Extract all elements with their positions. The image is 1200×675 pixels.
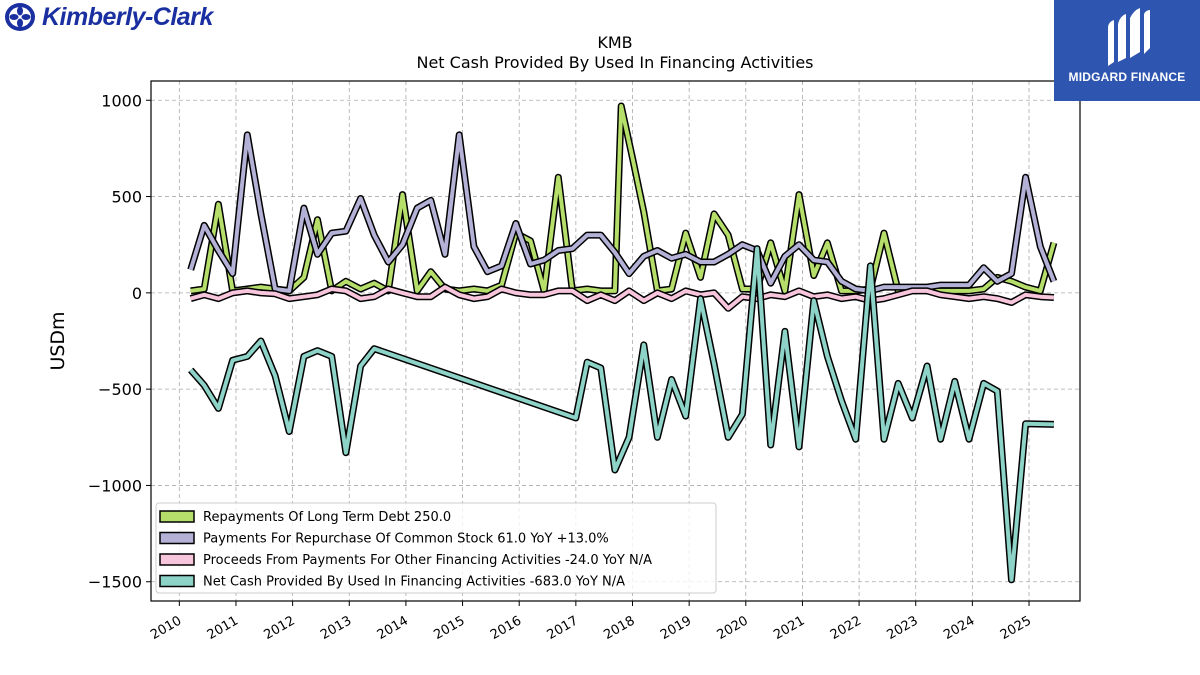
x-tick-label: 2012 — [261, 613, 297, 643]
y-axis-label: USDm — [47, 311, 69, 370]
chart-title: KMB — [597, 33, 632, 52]
x-tick-label: 2020 — [715, 613, 751, 643]
x-tick-label: 2019 — [658, 613, 694, 643]
kimberly-clark-wordmark: Kimberly-Clark — [42, 2, 213, 31]
legend-label: Net Cash Provided By Used In Financing A… — [203, 575, 625, 590]
series-stroke — [190, 285, 1055, 311]
x-tick-label: 2017 — [545, 613, 581, 643]
series-line-3 — [189, 283, 1055, 312]
legend-swatch — [159, 531, 195, 545]
y-tick-label: −1000 — [88, 476, 142, 495]
x-tick-label: 2013 — [318, 613, 354, 643]
x-tick-label: 2018 — [601, 613, 637, 643]
midgard-finance-wordmark: MIDGARD FINANCE — [1068, 70, 1186, 84]
chart-subtitle: Net Cash Provided By Used In Financing A… — [416, 53, 813, 72]
x-tick-label: 2016 — [488, 613, 524, 643]
legend-swatch — [159, 574, 195, 588]
kimberly-clark-emblem-icon — [5, 3, 35, 31]
legend-box — [155, 502, 717, 594]
legend-swatch — [159, 553, 195, 566]
y-tick-label: −1500 — [88, 573, 142, 592]
x-tick-label: 2011 — [205, 613, 241, 643]
series-stroke — [188, 132, 1056, 293]
legend-label: Repayments Of Long Term Debt 250.0 — [203, 510, 451, 525]
legend-swatch — [159, 510, 195, 523]
x-tick-label: 2014 — [375, 613, 411, 643]
y-tick-label: 1000 — [101, 91, 142, 110]
series-layer — [187, 102, 1058, 584]
kimberly-clark-logo: Kimberly-Clark — [4, 2, 213, 32]
y-tick-label: 500 — [111, 188, 142, 207]
series-stroke — [189, 246, 1054, 582]
x-tick-label: 2022 — [828, 613, 864, 643]
x-tick-label: 2024 — [941, 613, 977, 643]
series-line-2 — [187, 131, 1058, 295]
midgard-finance-mark-icon — [1108, 8, 1150, 66]
series-line-4 — [188, 245, 1054, 584]
plot-frame — [150, 80, 1081, 602]
legend: Repayments Of Long Term Debt 250.0 Paymen… — [155, 502, 717, 594]
x-tick-label: 2025 — [998, 613, 1034, 643]
y-axis: 1000 500 0 −500 −1000 −1500 — [88, 91, 151, 592]
legend-label: Proceeds From Payments For Other Financi… — [203, 553, 652, 568]
x-tick-label: 2021 — [771, 613, 807, 643]
y-tick-label: 0 — [132, 284, 142, 303]
x-tick-label: 2010 — [148, 613, 184, 643]
y-tick-label: −500 — [98, 380, 142, 399]
legend-label: Payments For Repurchase Of Common Stock … — [203, 532, 609, 547]
midgard-finance-logo: MIDGARD FINANCE — [1054, 0, 1200, 101]
x-tick-label: 2015 — [431, 613, 467, 643]
x-axis: 2010 2011 2012 2013 2014 2015 2016 2017 2018 2019… — [148, 601, 1034, 643]
x-tick-label: 2023 — [885, 613, 921, 643]
